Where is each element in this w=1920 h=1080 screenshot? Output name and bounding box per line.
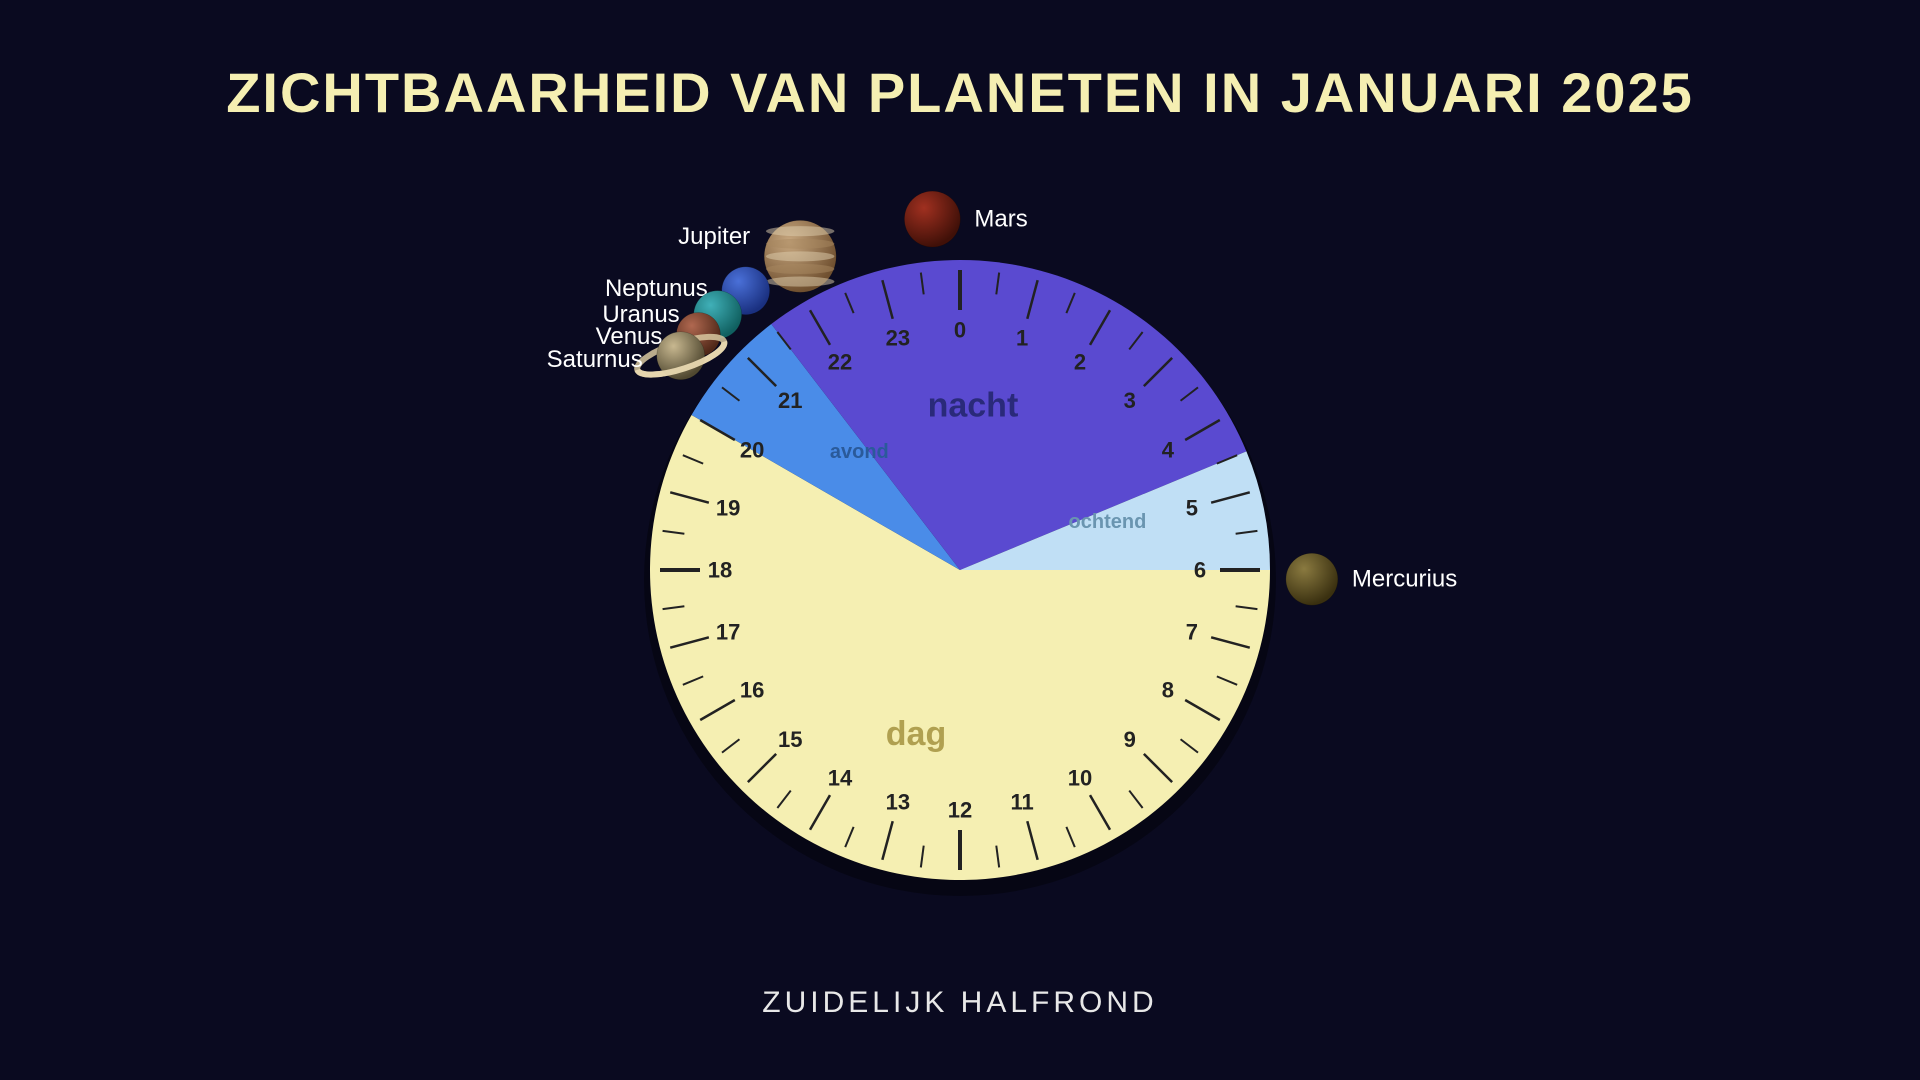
chart-subtitle: ZUIDELIJK HALFROND [0, 986, 1920, 1020]
chart-stage: 01234567891011121314151617181920212223da… [0, 170, 1920, 970]
hour-label-3: 3 [1124, 388, 1136, 413]
hour-label-22: 22 [828, 350, 852, 375]
hour-label-0: 0 [954, 318, 966, 343]
hour-label-4: 4 [1162, 438, 1175, 463]
planet-label-jupiter: Jupiter [678, 223, 750, 250]
sector-label-ochtend: ochtend [1069, 511, 1147, 533]
sector-label-dag: dag [886, 715, 946, 753]
planet-label-neptunus: Neptunus [605, 275, 708, 302]
hour-label-9: 9 [1124, 727, 1136, 752]
sector-label-nacht: nacht [928, 387, 1019, 425]
hour-label-17: 17 [716, 620, 740, 645]
hour-label-21: 21 [778, 388, 802, 413]
hour-label-16: 16 [740, 678, 764, 703]
hour-label-15: 15 [778, 727, 802, 752]
hour-label-20: 20 [740, 438, 764, 463]
sector-label-avond: avond [830, 441, 889, 463]
hour-label-18: 18 [708, 558, 732, 583]
hour-label-19: 19 [716, 495, 740, 520]
planet-mars: Mars [904, 191, 1027, 247]
chart-title: ZICHTBAARHEID VAN PLANETEN IN JANUARI 20… [0, 60, 1920, 125]
planet-label-mercurius: Mercurius [1352, 566, 1457, 593]
hour-label-1: 1 [1016, 326, 1028, 351]
planet-mercurius: Mercurius [1286, 553, 1457, 605]
hour-label-6: 6 [1194, 558, 1206, 583]
hour-label-13: 13 [886, 789, 910, 814]
hour-label-14: 14 [828, 765, 853, 790]
clock-chart: 01234567891011121314151617181920212223da… [0, 170, 1920, 970]
hour-label-7: 7 [1186, 620, 1198, 645]
hour-label-10: 10 [1068, 765, 1092, 790]
hour-label-5: 5 [1186, 495, 1198, 520]
hour-label-12: 12 [948, 798, 972, 823]
hour-label-2: 2 [1074, 350, 1086, 375]
hour-label-23: 23 [886, 326, 910, 351]
planet-label-mars: Mars [974, 206, 1027, 233]
planet-label-saturnus: Saturnus [547, 346, 643, 373]
hour-label-8: 8 [1162, 678, 1174, 703]
hour-label-11: 11 [1010, 789, 1033, 814]
